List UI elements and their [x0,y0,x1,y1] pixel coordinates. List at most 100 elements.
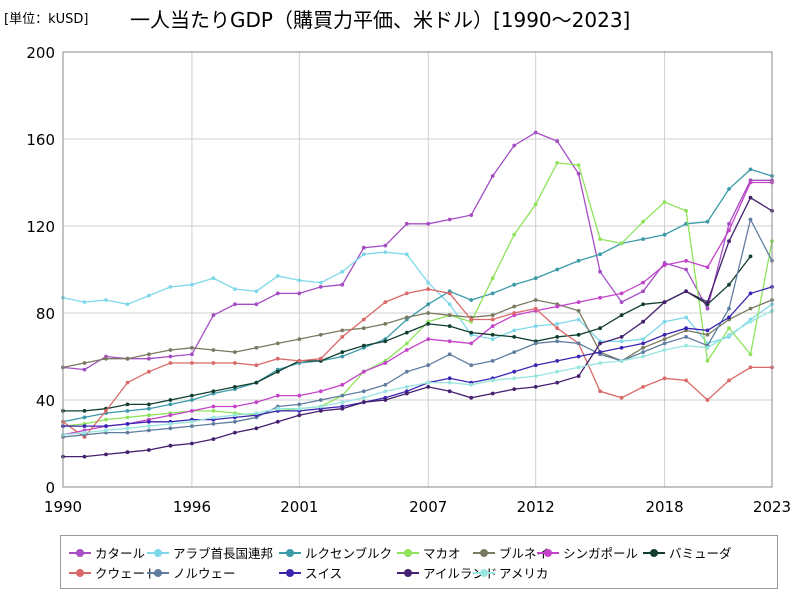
data-point [233,419,237,424]
data-point [125,426,130,431]
data-point [190,345,194,350]
data-point [684,258,688,263]
data-point [318,285,323,289]
data-point [533,130,538,135]
data-point [404,369,409,374]
data-point [361,245,366,250]
data-point [469,330,474,335]
legend-label: スイス [305,566,343,581]
data-point [576,365,581,370]
data-point [340,328,345,333]
legend-item: アメリカ [473,563,548,582]
data-point [233,350,237,354]
series-4 [61,161,774,428]
data-point [576,308,581,313]
data-point [512,376,517,381]
data-point [705,328,710,333]
data-point [641,385,645,389]
data-point [361,317,366,322]
legend-label: カタール [95,546,146,561]
series-2 [61,250,774,346]
series-12 [61,308,774,437]
data-point [490,337,495,341]
data-point [211,422,216,426]
data-point [318,398,323,402]
data-point [598,341,602,346]
data-point [190,424,194,428]
data-point [125,402,130,407]
data-point [727,332,731,337]
data-point [555,380,560,385]
data-point [211,409,216,413]
data-point [662,263,667,267]
data-point [168,426,173,431]
legend-item: クウェート [69,563,158,582]
data-point [340,354,345,359]
data-point [147,293,151,298]
x-tick-label: 2023 [753,498,791,516]
data-point [684,378,688,383]
data-point [533,374,538,378]
data-point [447,380,452,385]
data-point [125,302,130,307]
legend-item: ノルウェー [147,563,236,582]
series-11 [61,195,774,459]
data-point [318,404,323,409]
series-7 [61,254,753,413]
data-point [576,258,581,263]
data-point [490,276,495,281]
data-point [211,415,216,420]
data-point [275,406,280,411]
data-point [168,413,173,418]
data-point [555,267,560,272]
legend-marker [147,548,169,558]
x-tick-label: 2012 [517,498,555,516]
plot-frame [62,51,773,488]
data-point [705,306,710,311]
series-line [62,251,773,345]
data-point [727,221,731,226]
data-point [168,285,173,289]
data-point [211,361,216,365]
data-point [404,341,409,346]
data-point [254,289,259,294]
data-point [275,341,280,346]
data-point [211,437,216,441]
data-point [254,302,259,307]
data-point [576,317,581,322]
data-point [469,317,474,322]
data-point [684,335,688,339]
data-point [641,354,645,359]
data-point [275,369,280,374]
data-point [383,361,388,365]
data-point [662,300,667,304]
data-point [705,265,710,270]
data-point [490,332,495,337]
legend-marker [473,548,495,558]
data-point [748,291,753,296]
series-1 [61,130,774,372]
y-tick-label: 120 [26,218,55,236]
data-point [297,278,302,283]
data-point [168,361,173,365]
data-point [641,341,645,346]
data-point [297,402,302,407]
data-point [619,339,624,344]
data-point [297,413,302,418]
data-point [168,354,173,359]
data-point [404,385,409,389]
data-point [361,343,366,348]
data-point [727,306,731,311]
data-point [490,317,495,322]
data-point [340,335,345,339]
data-point [82,300,87,304]
data-point [598,326,602,331]
data-point [383,398,388,402]
x-tick-label: 1990 [44,498,82,516]
data-point [426,280,431,285]
data-point [705,219,710,224]
data-point [125,415,130,420]
data-point [404,315,409,320]
data-point [82,430,87,435]
data-point [147,448,151,452]
